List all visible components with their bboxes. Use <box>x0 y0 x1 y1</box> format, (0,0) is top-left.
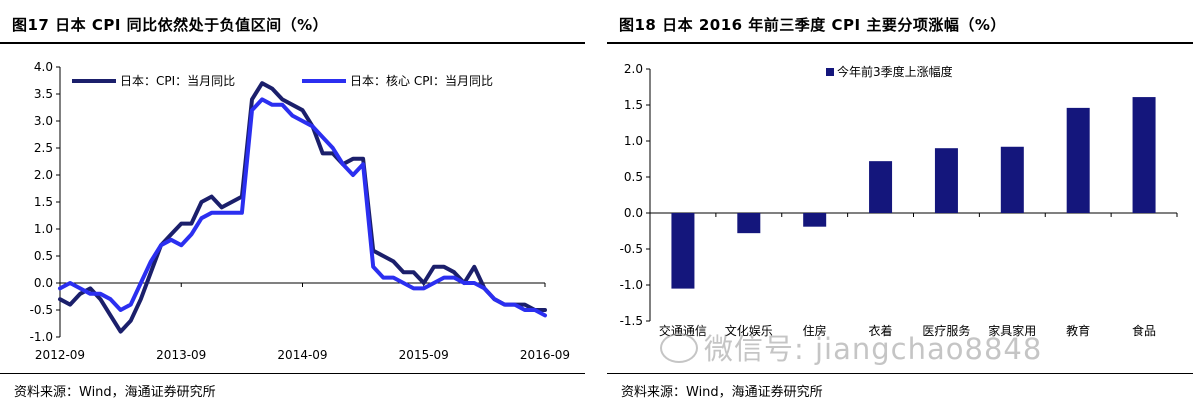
legend-label: 日本：CPI：当月同比 <box>120 74 235 88</box>
legend-label: 今年前3季度上涨幅度 <box>837 64 953 79</box>
x-category-label: 衣着 <box>869 323 893 338</box>
right-source-rule <box>607 373 1193 374</box>
y-tick-label: 3.5 <box>34 87 53 101</box>
left-chart-title: 图17 日本 CPI 同比依然处于负值区间（%） <box>12 16 329 34</box>
y-tick-label: 1.5 <box>624 98 643 112</box>
x-category-label: 医疗服务 <box>922 323 970 338</box>
bar <box>671 213 695 289</box>
y-tick-label: 2.0 <box>624 62 643 76</box>
y-tick-label: 0.0 <box>624 206 643 220</box>
bar <box>737 213 761 234</box>
legend-label: 日本：核心 CPI：当月同比 <box>350 74 493 88</box>
x-tick-label: 2015-09 <box>399 348 449 362</box>
x-category-label: 教育 <box>1066 323 1090 338</box>
y-tick-label: 2.5 <box>34 141 53 155</box>
bar <box>934 148 958 213</box>
y-tick-label: 1.5 <box>34 195 53 209</box>
x-tick-label: 2012-09 <box>35 348 85 362</box>
left-source-rule <box>0 373 585 374</box>
x-category-label: 文化娱乐 <box>725 323 773 338</box>
y-tick-label: 0.5 <box>34 249 53 263</box>
legend-swatch <box>826 68 834 76</box>
y-tick-label: 3.0 <box>34 114 53 128</box>
y-tick-label: -1.0 <box>620 278 643 292</box>
y-tick-label: 1.0 <box>624 134 643 148</box>
cpi-line-chart: 4.0 3.5 3.0 2.5 2.0 1.5 1.0 0.5 0.0 -0.5 -1.0 2012-… <box>30 60 570 362</box>
x-category-label: 家具家用 <box>988 323 1036 338</box>
y-tick-label: -0.5 <box>620 242 643 256</box>
bar <box>1000 146 1024 213</box>
bar <box>869 161 893 213</box>
bar <box>803 213 827 227</box>
watermark-text: 微信号: jiangchao8848 <box>704 332 1043 366</box>
watermark: 微信号: jiangchao8848 <box>660 326 1042 368</box>
wechat-icon <box>660 333 698 363</box>
y-tick-label: 4.0 <box>34 60 53 74</box>
y-tick-label: -0.5 <box>30 303 53 317</box>
core-cpi-series-line <box>58 97 547 318</box>
left-title-rule <box>0 42 585 44</box>
x-tick-label: 2013-09 <box>156 348 206 362</box>
y-tick-label: 2.0 <box>34 168 53 182</box>
x-category-label: 食品 <box>1132 323 1156 338</box>
right-chart-source: 资料来源：Wind，海通证券研究所 <box>621 385 823 400</box>
y-tick-label: 0.0 <box>34 276 53 290</box>
right-title-rule <box>607 42 1193 44</box>
y-tick-label: 1.0 <box>34 222 53 236</box>
right-chart-title: 图18 日本 2016 年前三季度 CPI 主要分项涨幅（%） <box>619 16 1006 34</box>
bar <box>1066 107 1090 213</box>
x-tick-label: 2014-09 <box>277 348 327 362</box>
y-tick-label: -1.5 <box>620 314 643 328</box>
cpi-components-bar-chart: 2.01.51.00.50.0-0.5-1.0-1.5交通通信 文化娱乐 住房 衣着医… <box>620 62 1178 338</box>
bar <box>1132 97 1156 213</box>
right-chart-panel: 图18 日本 2016 年前三季度 CPI 主要分项涨幅（%） 2.0 1.5 1.… <box>607 0 1193 406</box>
x-category-label: 住房 <box>803 323 827 338</box>
left-chart-source: 资料来源：Wind，海通证券研究所 <box>14 385 216 400</box>
x-tick-label: 2016-09 <box>520 348 570 362</box>
y-tick-label: -1.0 <box>30 330 53 344</box>
left-chart-panel: 图17 日本 CPI 同比依然处于负值区间（%） 4.0 3.5 3.0 2.5 2.0… <box>0 0 585 406</box>
y-tick-label: 0.5 <box>624 170 643 184</box>
